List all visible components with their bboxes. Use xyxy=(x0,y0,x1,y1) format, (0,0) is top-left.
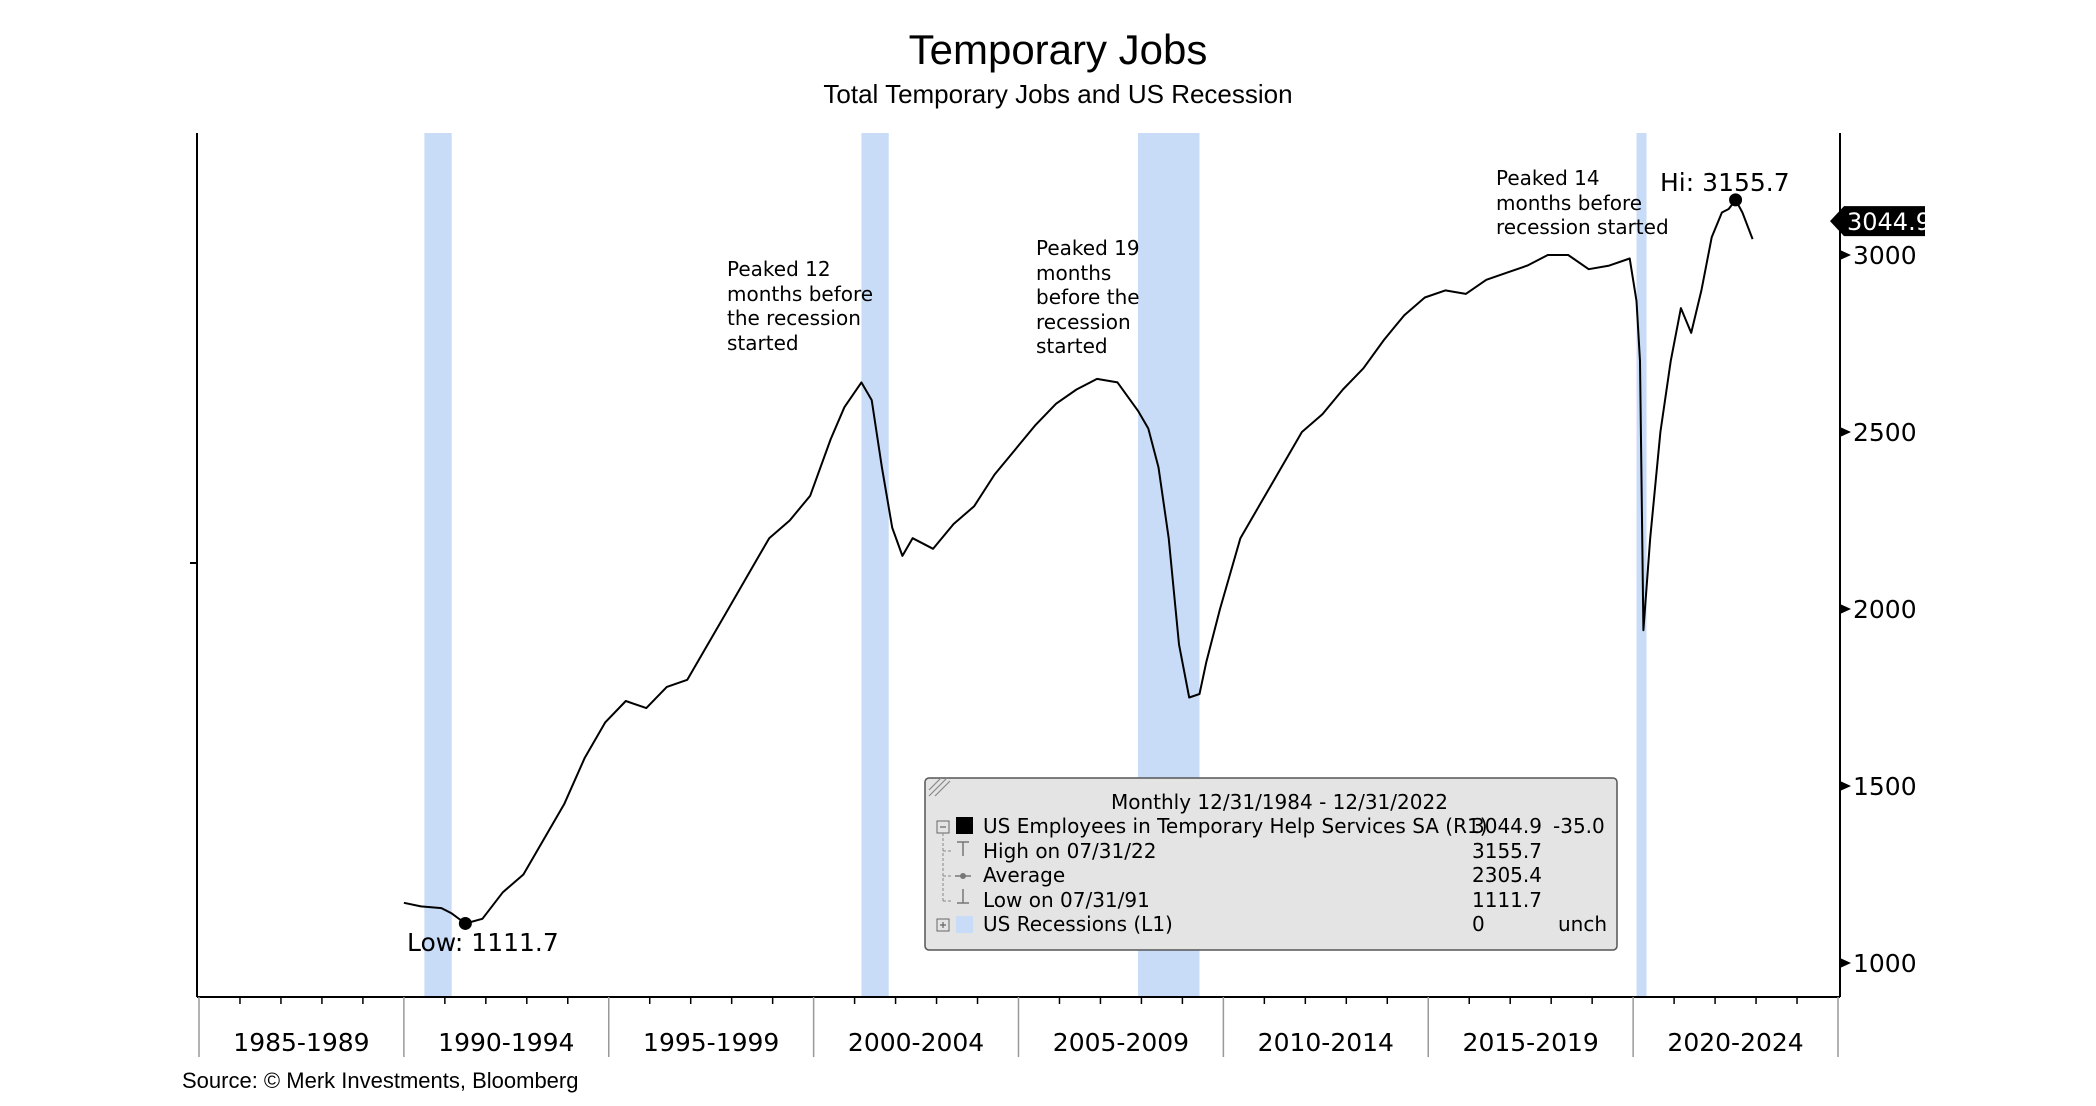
peak1-line-3: the recession xyxy=(727,306,861,330)
chart-subtitle: Total Temporary Jobs and US Recession xyxy=(823,79,1292,109)
x-period-label: 1985-1989 xyxy=(233,1028,369,1057)
x-period-label: 2005-2009 xyxy=(1053,1028,1189,1057)
last-value-label: 3044.9 xyxy=(1847,208,1931,236)
recession-band xyxy=(1636,133,1647,997)
legend-row-low: Low on 07/31/91 1111.7 xyxy=(957,888,1542,912)
peak2-line-4: recession xyxy=(1036,310,1131,334)
peak2-line-2: months xyxy=(1036,261,1111,285)
source-note: Source: © Merk Investments, Bloomberg xyxy=(182,1068,578,1093)
y-tick-label: 1000 xyxy=(1853,949,1917,978)
legend-row-average: Average 2305.4 xyxy=(955,863,1542,887)
low-marker xyxy=(458,916,472,930)
series-line-temp-jobs xyxy=(403,198,1754,925)
y-tick-label: 1500 xyxy=(1853,772,1917,801)
x-period-label: 1995-1999 xyxy=(643,1028,779,1057)
x-axis-ticks: 1985-1989 1990-1994 1995-1999 2000-2004 2005… xyxy=(198,997,1839,1057)
x-period-label: 2010-2014 xyxy=(1258,1028,1394,1057)
peak1-line-1: Peaked 12 xyxy=(727,257,831,281)
y-tick-mark xyxy=(1840,958,1851,968)
legend-row-recessions: US Recessions (L1) 0 unch xyxy=(936,912,1607,936)
legend-recession-value: 0 xyxy=(1472,912,1485,936)
peak3-line-2: months before xyxy=(1496,191,1642,215)
legend-low-value: 1111.7 xyxy=(1472,888,1542,912)
hi-annotation-label: Hi: xyxy=(1660,168,1694,197)
peak3-line-3: recession started xyxy=(1496,215,1669,239)
expand-plus-icon xyxy=(940,922,946,928)
high-marker xyxy=(1729,193,1743,207)
last-value-flag-shape xyxy=(1830,206,1925,237)
peak2-line-3: before the xyxy=(1036,285,1140,309)
hi-annotation: Hi: 3155.7 xyxy=(1660,168,1790,197)
hi-annotation-value: 3155.7 xyxy=(1702,168,1789,197)
high-marker-icon xyxy=(957,841,969,856)
peak2-line-1: Peaked 19 xyxy=(1036,236,1140,260)
last-value-flag: 3044.9 xyxy=(1830,206,1931,237)
peak3-annotation: Peaked 14 months before recession starte… xyxy=(1496,166,1669,239)
legend-low-label: Low on 07/31/91 xyxy=(983,888,1150,912)
legend: Monthly 12/31/1984 - 12/31/2022 US Emplo… xyxy=(924,777,1618,951)
legend-recession-label: US Recessions (L1) xyxy=(983,912,1173,936)
y-tick-label: 3000 xyxy=(1853,241,1917,270)
legend-series-value: 3044.9 xyxy=(1472,814,1542,838)
recession-band xyxy=(861,133,889,997)
peak1-annotation: Peaked 12 months before the recession st… xyxy=(727,257,873,355)
legend-average-value: 2305.4 xyxy=(1472,863,1542,887)
average-dot-icon xyxy=(960,873,966,879)
y-tick-label: 2500 xyxy=(1853,418,1917,447)
legend-header: Monthly 12/31/1984 - 12/31/2022 xyxy=(1111,790,1448,814)
recession-band xyxy=(424,133,452,997)
x-period-label: 2015-2019 xyxy=(1463,1028,1599,1057)
low-annotation-value: 1111.7 xyxy=(471,928,558,957)
legend-recession-change: unch xyxy=(1558,912,1607,936)
y-tick-mark xyxy=(1840,250,1851,260)
peak1-line-2: months before xyxy=(727,282,873,306)
low-annotation-label: Low: xyxy=(407,928,463,957)
peak1-line-4: started xyxy=(727,331,799,355)
peak2-line-5: started xyxy=(1036,334,1108,358)
legend-row-series: US Employees in Temporary Help Services … xyxy=(936,814,1605,838)
legend-series-change: -35.0 xyxy=(1553,814,1605,838)
series-swatch-black xyxy=(956,817,973,834)
low-marker-icon xyxy=(957,889,969,904)
expand-toggle-icon[interactable] xyxy=(936,918,950,932)
y-axis-ticks: 1000 1500 2000 2500 3000 xyxy=(1840,241,1917,978)
y-tick-mark xyxy=(1840,427,1851,437)
chart-title: Temporary Jobs xyxy=(909,26,1208,73)
x-period-label: 2020-2024 xyxy=(1667,1028,1803,1057)
peak3-line-1: Peaked 14 xyxy=(1496,166,1600,190)
y-tick-label: 2000 xyxy=(1853,595,1917,624)
x-period-label: 2000-2004 xyxy=(848,1028,984,1057)
recession-swatch xyxy=(956,916,973,933)
legend-tree-connector xyxy=(942,833,953,902)
legend-average-label: Average xyxy=(983,863,1065,887)
y-tick-mark xyxy=(1840,781,1851,791)
legend-resize-grip-icon xyxy=(928,777,951,797)
legend-series-label: US Employees in Temporary Help Services … xyxy=(983,814,1488,838)
x-period-label: 1990-1994 xyxy=(438,1028,574,1057)
legend-box xyxy=(924,777,1618,951)
y-tick-mark xyxy=(1840,604,1851,614)
legend-high-value: 3155.7 xyxy=(1472,839,1542,863)
legend-row-high: High on 07/31/22 3155.7 xyxy=(957,839,1542,863)
legend-high-label: High on 07/31/22 xyxy=(983,839,1156,863)
low-annotation: Low: 1111.7 xyxy=(407,928,559,957)
peak2-annotation: Peaked 19 months before the recession st… xyxy=(1036,236,1140,358)
